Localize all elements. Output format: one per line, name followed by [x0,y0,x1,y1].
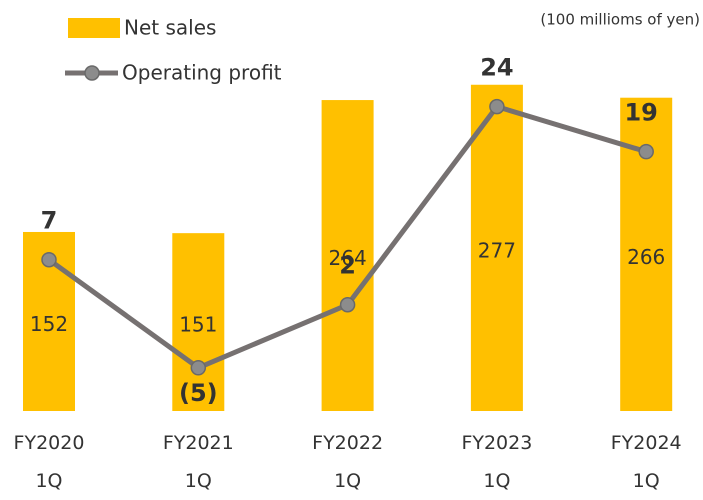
legend-label: Net sales [124,16,216,40]
line-label: (5) [179,379,218,407]
line-label: 19 [624,99,657,127]
x-tick-label: FY2022 1Q [312,432,384,492]
bar-label: 277 [478,238,516,262]
legend-marker [84,65,100,81]
chart: (100 millioms of yen) 152 151 264 277 266 Net… [23,11,700,412]
legend-swatch [68,18,120,38]
page: (100 millioms of yen) 152 151 264 277 266 Net… [13,10,700,492]
line-marker [190,360,207,376]
x-tick-label: FY2021 1Q [162,432,234,492]
bar-label: 264 [329,246,367,270]
unit-note: (100 millioms of yen) [540,11,700,29]
bar-label: 266 [627,245,665,269]
legend-label: Operating profit [122,61,282,85]
x-tick-label: FY2020 1Q [13,432,85,492]
line-marker [489,98,505,115]
line-marker [638,143,654,160]
line-label: 7 [41,207,58,235]
bar-label: 152 [30,312,68,336]
line-label: 24 [480,54,513,82]
bar [470,84,523,411]
bar [172,233,225,411]
bar [321,100,374,412]
line-label: 2 [339,252,356,280]
bar-label: 151 [179,313,217,337]
x-tick-label: FY2023 1Q [461,432,533,492]
x-tick-label: FY2024 1Q [610,432,682,492]
line-marker [41,251,57,268]
line-marker [339,296,356,313]
